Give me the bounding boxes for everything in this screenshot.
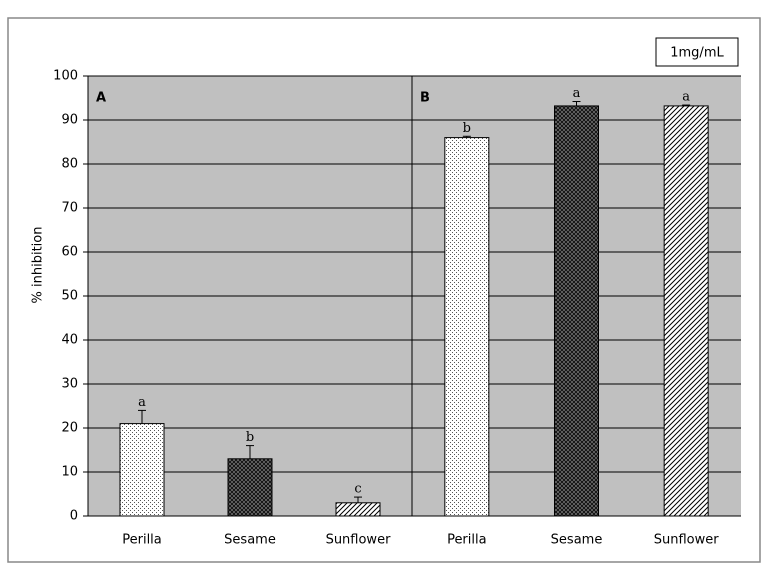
bar [335, 502, 381, 517]
significance-letter: a [573, 86, 581, 101]
annotation: 1mg/mL [670, 46, 724, 61]
x-tick-label: Perilla [122, 533, 162, 548]
x-tick-label: Sunflower [654, 533, 720, 548]
panel-label: B [420, 91, 430, 106]
bar [227, 458, 273, 517]
bar [119, 423, 165, 517]
significance-letter: a [682, 90, 690, 105]
x-tick-label: Sesame [224, 533, 276, 548]
annotation-box [655, 37, 739, 67]
significance-letter: a [138, 395, 146, 410]
y-tick-label: 0 [70, 509, 78, 524]
y-axis-label: % inhibition [31, 227, 46, 304]
y-tick-label: 20 [61, 421, 78, 436]
significance-letter: b [463, 121, 471, 136]
y-tick-label: 50 [61, 289, 78, 304]
y-tick-label: 60 [61, 245, 78, 260]
x-tick-label: Sunflower [326, 533, 392, 548]
y-tick-label: 90 [61, 113, 78, 128]
bar [444, 137, 490, 517]
x-tick-label: Perilla [447, 533, 487, 548]
y-tick-label: 10 [61, 465, 78, 480]
significance-letter: b [246, 430, 254, 445]
bar [554, 105, 599, 517]
y-tick-label: 40 [61, 333, 78, 348]
x-tick-label: Sesame [551, 533, 603, 548]
bar [663, 105, 709, 517]
y-tick-label: 30 [61, 377, 78, 392]
y-tick-label: 70 [61, 201, 78, 216]
y-tick-label: 80 [61, 157, 78, 172]
significance-letter: c [354, 482, 361, 497]
panel-label: A [96, 91, 106, 106]
y-tick-label: 100 [53, 69, 78, 84]
